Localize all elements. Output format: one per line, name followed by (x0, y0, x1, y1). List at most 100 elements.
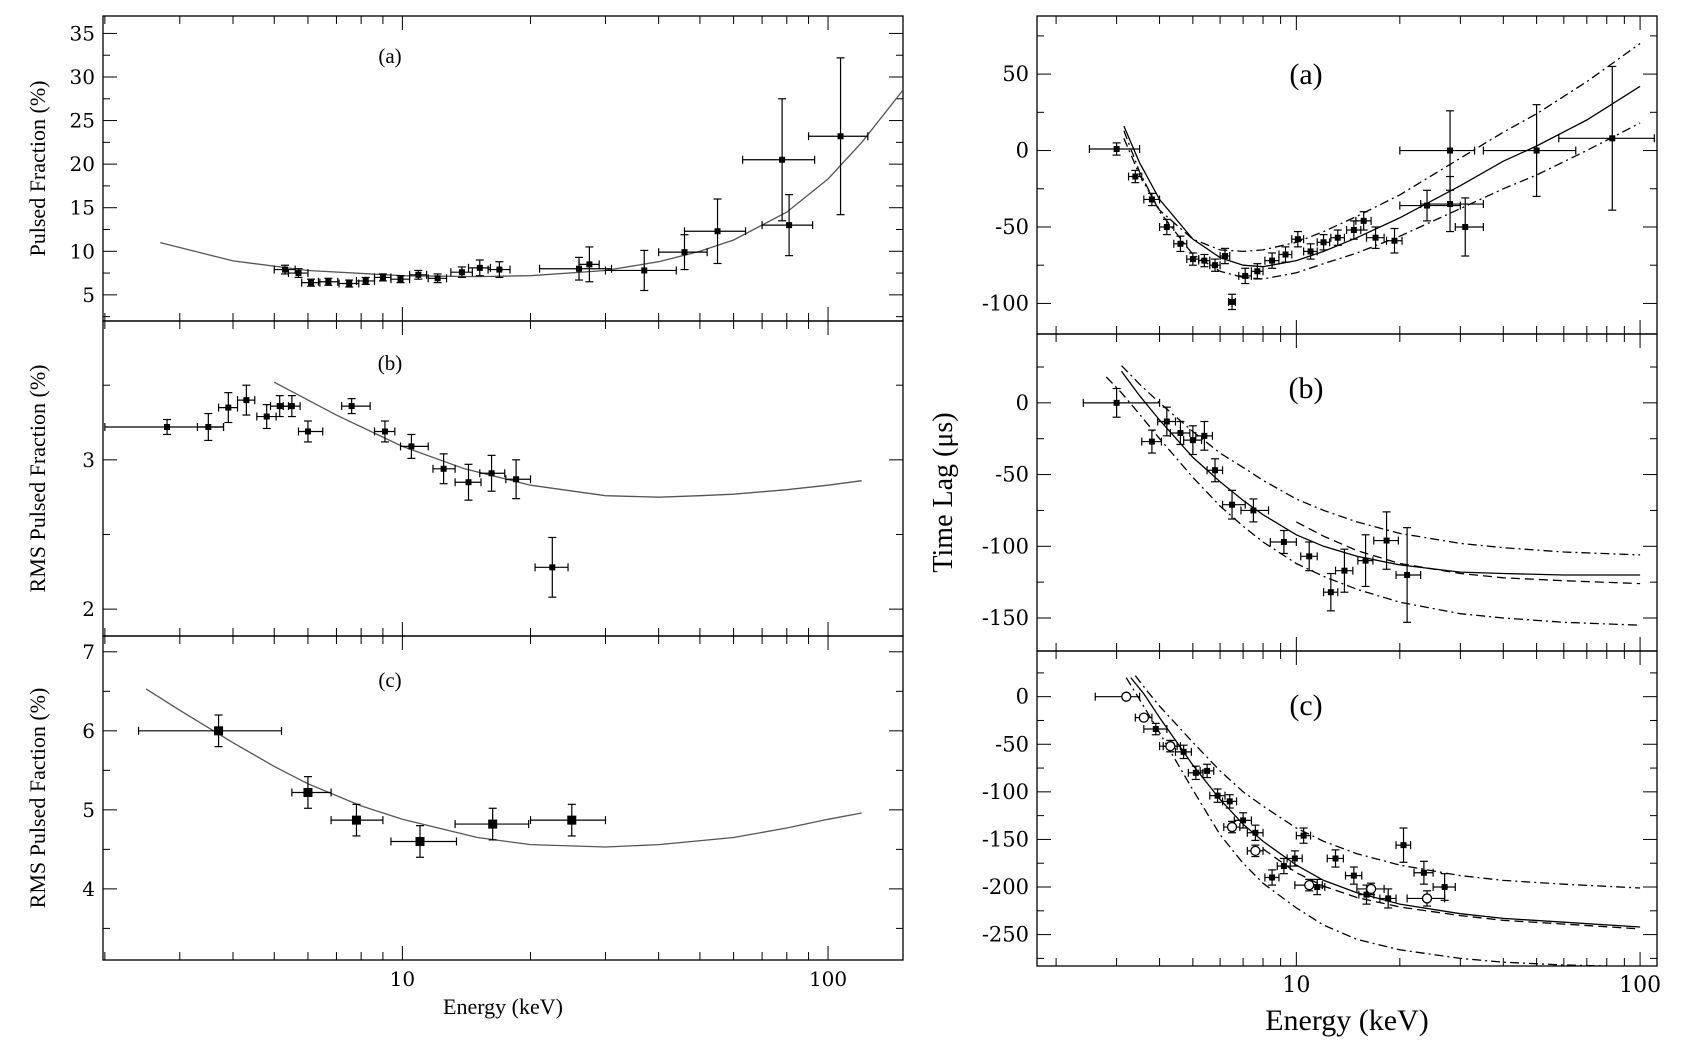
data-point (1295, 827, 1312, 844)
marker-square (488, 819, 498, 829)
y-tick-label: 3 (82, 448, 95, 472)
y-tick-label: -250 (982, 923, 1029, 947)
marker-square (1163, 418, 1170, 425)
data-point (409, 269, 428, 280)
data-point (1199, 763, 1215, 779)
marker-square (488, 470, 495, 477)
curve-lower (1123, 122, 1641, 280)
y-tick-label: -100 (982, 780, 1029, 804)
marker-square (1420, 869, 1427, 876)
marker-square (205, 423, 212, 430)
marker-square (1282, 251, 1289, 258)
data-point (1395, 827, 1412, 863)
marker-square (303, 787, 313, 797)
y-tick-label: 5 (82, 283, 95, 307)
marker-square (1447, 201, 1454, 208)
data-point (287, 268, 309, 279)
marker-square (304, 428, 311, 435)
y-axis-title: RMS Pulsed Fraction (%) (25, 365, 50, 593)
y-tick-label: -50 (995, 463, 1029, 487)
data-point (1420, 175, 1484, 233)
y-axis-title: RMS Pulsed Faction (%) (25, 688, 50, 909)
marker-square (1350, 872, 1357, 879)
data-point (534, 536, 569, 598)
y-tick-label: 0 (1016, 685, 1029, 709)
marker-square (1229, 501, 1236, 508)
marker-square (1609, 135, 1616, 142)
data-point (1219, 247, 1231, 265)
marker-square (1291, 855, 1298, 862)
data-point (683, 198, 747, 265)
data-point (604, 249, 677, 292)
marker-square (496, 266, 503, 273)
marker-square (348, 403, 355, 410)
data-point (1183, 425, 1203, 456)
marker-square (779, 156, 786, 163)
data-point (1300, 541, 1318, 572)
marker-square (1240, 817, 1247, 824)
data-point (1240, 498, 1270, 523)
marker-square (576, 265, 583, 272)
marker-square (1383, 537, 1390, 544)
data-point (529, 803, 607, 837)
marker-open-circle (1226, 821, 1238, 833)
data-point (1187, 765, 1204, 781)
data-point (1286, 850, 1303, 867)
data-point (1303, 243, 1318, 260)
x-tick-label: 100 (809, 967, 847, 991)
curve-lower (1105, 376, 1641, 626)
data-point (1233, 812, 1252, 829)
marker-square (1201, 257, 1208, 264)
data-point (1143, 722, 1168, 736)
y-tick-label: 0 (1016, 139, 1029, 163)
data-point (217, 392, 239, 424)
marker-open-circle (1121, 691, 1132, 702)
x-tick-label: 10 (390, 967, 415, 991)
marker-square (1447, 147, 1454, 154)
plot-frame (1036, 650, 1658, 967)
marker-square (288, 403, 295, 410)
marker-square (214, 726, 224, 736)
curve-model (145, 688, 862, 848)
data-point (1198, 253, 1211, 268)
data-point (427, 273, 448, 284)
data-point (1173, 235, 1188, 253)
data-point (338, 279, 360, 288)
y-tick-label: 4 (82, 877, 95, 901)
data-point (1250, 263, 1264, 280)
data-point (256, 404, 277, 430)
data-point (196, 412, 225, 442)
curve-upper (1121, 365, 1641, 556)
data-point (1334, 548, 1354, 593)
marker-square (1252, 829, 1259, 836)
marker-square (1212, 467, 1219, 474)
curve-model (273, 381, 862, 498)
marker-square (276, 403, 283, 410)
chart-panel-r3: -250 -200 -150 -100 -50 0 10 100 Energy (keV) (c) (982, 650, 1661, 1037)
marker-square (225, 404, 232, 411)
marker-square (1300, 832, 1307, 839)
data-point (1246, 844, 1264, 858)
data-point (1276, 857, 1291, 875)
marker-square (1280, 863, 1287, 870)
data-point (1174, 744, 1192, 760)
y-tick-label: 0 (1016, 391, 1029, 415)
marker-square (586, 261, 593, 268)
data-point (1373, 511, 1399, 570)
data-point (1345, 220, 1362, 240)
marker-square (1254, 268, 1261, 275)
data-point (1082, 387, 1161, 418)
data-point (317, 277, 339, 286)
marker-square (1334, 234, 1341, 241)
panel-label: (a) (378, 44, 401, 68)
panel-label: (a) (1289, 58, 1322, 91)
x-axis-title: Energy (keV) (443, 994, 563, 1019)
data-point (1134, 712, 1153, 723)
data-point (1186, 252, 1200, 266)
curve-dashed (1295, 521, 1641, 585)
marker-square (415, 836, 425, 846)
marker-square (476, 264, 483, 271)
data-point (487, 261, 511, 279)
data-point (1088, 142, 1141, 156)
